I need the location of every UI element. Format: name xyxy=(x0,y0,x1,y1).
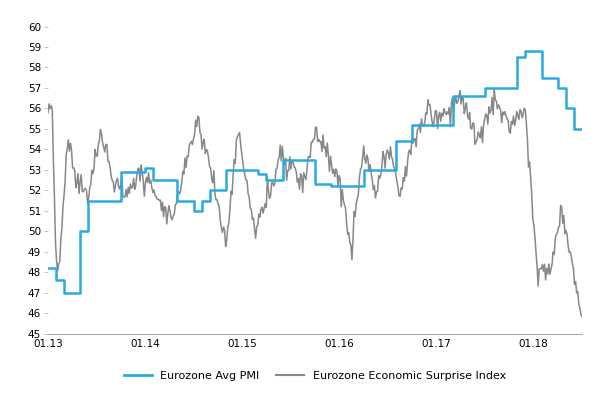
Legend: Eurozone Avg PMI, Eurozone Economic Surprise Index: Eurozone Avg PMI, Eurozone Economic Surp… xyxy=(119,366,511,385)
